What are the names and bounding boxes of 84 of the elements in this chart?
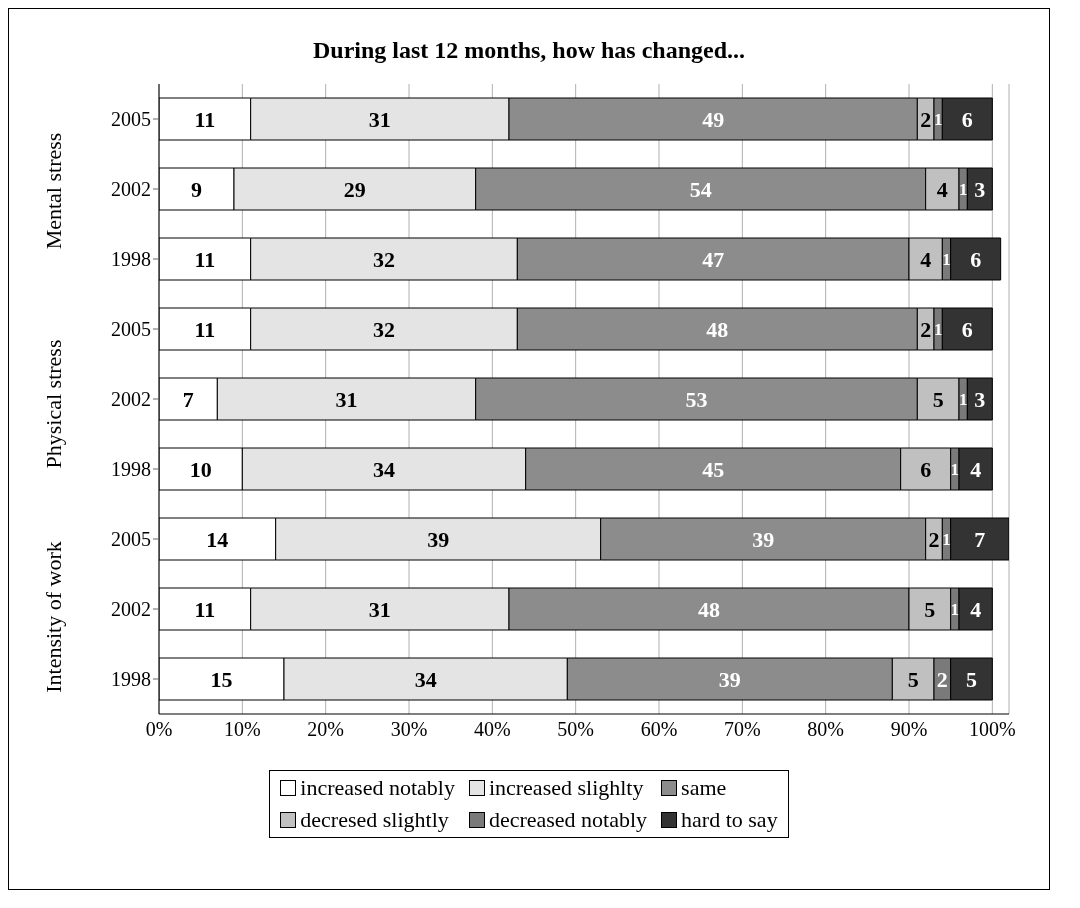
y-tick-label: 2005 (111, 528, 151, 551)
data-label: 4 (920, 246, 932, 272)
x-tick-label: 80% (807, 718, 844, 741)
data-label: 34 (414, 666, 437, 692)
y-tick-label: 2002 (111, 598, 151, 621)
data-label: 6 (920, 456, 932, 482)
data-label: 7 (182, 386, 194, 412)
data-label: 34 (373, 456, 395, 482)
x-tick-label: 100% (969, 718, 1016, 741)
y-tick-label: 1998 (111, 668, 151, 691)
legend-label: same (681, 775, 727, 801)
y-tick-label: 2005 (111, 108, 151, 131)
data-label: 3 (974, 176, 986, 202)
legend-label: hard to say (681, 807, 778, 833)
text: Intensity of work (41, 541, 67, 694)
data-label: 1 (950, 459, 960, 479)
y-tick-label: 1998 (111, 248, 151, 271)
data-label: 9 (191, 176, 202, 202)
legend-label: increased notably (300, 775, 455, 801)
data-label: 11 (194, 316, 216, 342)
x-tick-label: 30% (390, 718, 428, 741)
data-label: 3 (974, 386, 986, 412)
x-tick-label: 0% (145, 718, 173, 741)
data-label: 1 (950, 599, 960, 619)
legend-label: decreased notably (488, 807, 648, 833)
data-label: 1 (958, 389, 968, 409)
data-label: 48 (706, 316, 729, 342)
y-tick-label: 1998 (111, 458, 151, 481)
data-label: 11 (194, 596, 216, 622)
data-label: 1 (933, 109, 943, 129)
data-label: 29 (343, 176, 366, 202)
data-label: 2 (928, 526, 940, 552)
chart-title: During last 12 months, how has changed... (311, 37, 747, 64)
data-label: 1 (942, 249, 951, 269)
data-label: 1 (958, 179, 968, 199)
data-label: 5 (932, 386, 944, 412)
x-tick-label: 20% (307, 718, 344, 741)
data-label: 47 (702, 246, 725, 272)
data-label: 39 (752, 526, 775, 552)
y-tick-label: 2002 (111, 388, 151, 411)
data-label: 11 (194, 246, 216, 272)
data-label: 5 (924, 596, 936, 622)
data-label: 7 (974, 526, 986, 552)
x-tick-label: 70% (724, 718, 761, 741)
text: Mental stress (41, 132, 67, 250)
data-label: 6 (970, 246, 982, 272)
data-label: 11 (194, 106, 216, 132)
x-tick-label: 60% (640, 718, 678, 741)
data-label: 5 (907, 666, 919, 692)
data-label: 1 (933, 319, 943, 339)
y-tick-label: 2005 (111, 318, 151, 341)
data-label: 4 (936, 176, 948, 202)
data-label: 2 (920, 106, 932, 132)
legend-label: decresed slightly (300, 807, 449, 833)
y-tick-label: 2002 (111, 178, 151, 201)
data-label: 2 (936, 666, 948, 692)
x-tick-label: 50% (557, 718, 594, 741)
x-tick-label: 40% (474, 718, 511, 741)
legend-label: increased slighlty (488, 775, 644, 801)
data-label: 31 (335, 386, 358, 412)
data-label: 45 (702, 456, 725, 482)
data-label: 48 (698, 596, 720, 622)
data-label: 4 (970, 456, 982, 482)
data-label: 14 (206, 526, 229, 552)
data-label: 4 (970, 596, 982, 622)
data-label: 32 (373, 246, 395, 272)
text: Physical stress (41, 339, 67, 469)
data-label: 49 (702, 106, 725, 132)
x-tick-label: 10% (224, 718, 261, 741)
data-label: 10 (189, 456, 212, 482)
data-label: 31 (368, 106, 391, 132)
data-label: 2 (920, 316, 932, 342)
data-label: 5 (966, 666, 977, 692)
x-tick-label: 90% (890, 718, 928, 741)
data-label: 54 (689, 176, 712, 202)
data-label: 39 (718, 666, 741, 692)
data-label: 6 (961, 316, 973, 342)
data-label: 39 (427, 526, 450, 552)
data-label: 31 (368, 596, 391, 622)
data-label: 1 (942, 529, 951, 549)
data-label: 15 (210, 666, 233, 692)
data-label: 6 (961, 106, 973, 132)
data-label: 32 (373, 316, 395, 342)
data-label: 53 (685, 386, 708, 412)
